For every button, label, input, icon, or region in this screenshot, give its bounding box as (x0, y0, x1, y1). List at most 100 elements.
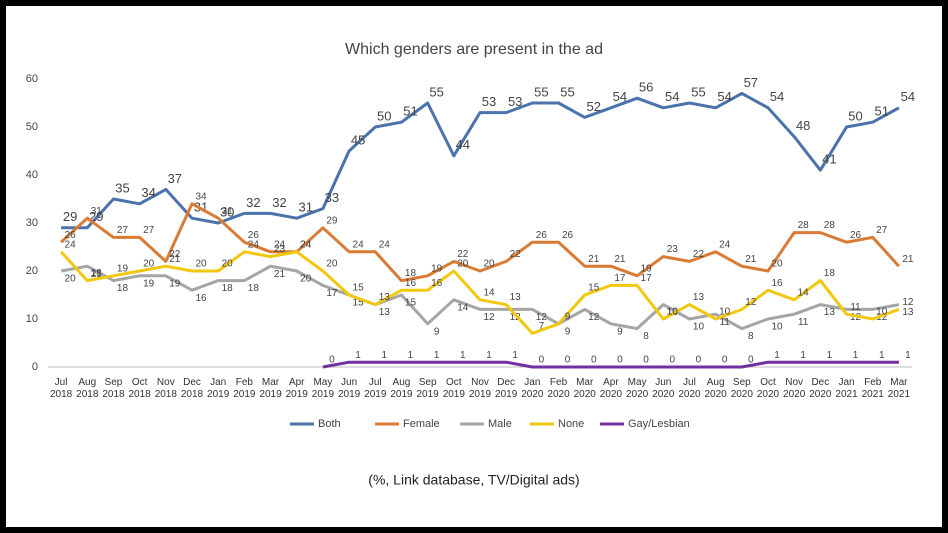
x-tick-label: Dec 2020 (809, 377, 832, 400)
data-label: 24 (300, 239, 312, 250)
data-label: 24 (248, 239, 260, 250)
data-label: 21 (169, 254, 181, 265)
data-label: 31 (222, 206, 234, 217)
data-label: 12 (483, 312, 495, 323)
data-label: 21 (274, 269, 286, 280)
x-tick-label: Sep 2020 (730, 377, 753, 400)
data-label: 20 (457, 259, 469, 270)
y-tick-label: 60 (26, 73, 38, 85)
data-label: 0 (643, 355, 649, 366)
x-tick-label: Jan 2019 (207, 377, 230, 400)
data-label: 24 (353, 239, 365, 250)
data-label: 1 (879, 350, 885, 361)
x-tick-label: Jan 2020 (521, 377, 544, 400)
data-label: 54 (770, 89, 784, 104)
data-label: 1 (460, 350, 466, 361)
data-label: 45 (351, 132, 365, 147)
data-label: 19 (169, 278, 181, 289)
x-tick-label: Dec 2019 (495, 377, 518, 400)
data-label: 24 (65, 239, 77, 250)
data-label: 26 (536, 230, 548, 241)
data-label: 14 (798, 287, 810, 298)
data-label: 27 (143, 225, 155, 236)
data-label: 10 (771, 322, 783, 333)
x-tick-label: Feb 2021 (861, 377, 884, 400)
data-label: 0 (696, 355, 702, 366)
data-label: 16 (405, 278, 417, 289)
data-label: 9 (565, 311, 571, 322)
x-tick-label: Jan 2021 (835, 377, 858, 400)
data-label: 20 (771, 259, 783, 270)
x-tick-label: Sep 2019 (416, 377, 439, 400)
data-label: 34 (195, 191, 207, 202)
data-label: 1 (434, 350, 440, 361)
data-label: 55 (534, 84, 548, 99)
data-label: 0 (722, 355, 728, 366)
annotation: (%, Link database, TV/Digital ads) (368, 472, 579, 488)
data-label: 1 (853, 350, 859, 361)
data-label: 12 (510, 312, 522, 323)
data-label: 7 (539, 321, 545, 332)
data-label: 19 (117, 263, 129, 274)
data-label: 54 (665, 89, 679, 104)
data-label: 31 (298, 200, 312, 215)
x-tick-label: Aug 2018 (76, 377, 99, 400)
data-label: 12 (902, 297, 914, 308)
data-label: 1 (800, 350, 806, 361)
x-tick-label: Apr 2019 (285, 377, 308, 400)
data-label: 50 (377, 108, 391, 123)
x-tick-label: Mar 2019 (259, 377, 282, 400)
y-tick-label: 30 (26, 217, 38, 229)
data-label: 16 (195, 293, 207, 304)
y-tick-label: 10 (26, 313, 38, 325)
data-label: 19 (641, 263, 653, 274)
legend-label: None (558, 418, 584, 430)
data-label: 1 (774, 350, 780, 361)
x-tick-label: Oct 2019 (442, 377, 465, 400)
x-tick-label: Aug 2020 (704, 377, 727, 400)
data-label: 18 (91, 268, 103, 279)
data-label: 11 (850, 302, 861, 313)
data-label: 0 (748, 355, 754, 366)
data-label: 24 (300, 239, 312, 250)
data-label: 28 (824, 220, 836, 231)
data-label: 15 (353, 283, 365, 294)
data-label: 17 (326, 288, 338, 299)
data-label: 11 (798, 317, 809, 328)
data-label: 1 (381, 350, 387, 361)
x-tick-label: Jun 2019 (337, 377, 361, 400)
data-label: 33 (325, 190, 339, 205)
data-label: 18 (222, 283, 234, 294)
data-label: 54 (613, 89, 627, 104)
data-label: 1 (486, 350, 492, 361)
data-label: 53 (482, 94, 496, 109)
x-tick-label: Mar 2021 (887, 377, 911, 400)
data-label: 26 (248, 230, 260, 241)
x-tick-label: Aug 2019 (390, 377, 413, 400)
data-label: 10 (693, 322, 705, 333)
data-label: 19 (431, 263, 443, 274)
data-label: 20 (65, 274, 77, 285)
data-label: 13 (693, 292, 705, 303)
data-label: 27 (876, 225, 888, 236)
data-label: 15 (588, 283, 600, 294)
data-label: 15 (405, 298, 417, 309)
x-tick-label: Jul 2018 (49, 377, 73, 400)
data-label: 51 (874, 104, 888, 119)
series-line (61, 91, 900, 230)
data-label: 13 (902, 307, 914, 318)
data-label: 23 (667, 244, 679, 255)
chart-title: Which genders are present in the ad (345, 41, 603, 58)
data-label: 55 (429, 84, 443, 99)
y-tick-label: 20 (26, 265, 38, 277)
data-label: 17 (641, 273, 653, 284)
x-tick-label: Feb 2020 (547, 377, 570, 400)
data-label: 26 (562, 230, 574, 241)
data-label: 1 (827, 350, 833, 361)
data-label: 20 (195, 259, 207, 270)
data-label: 12 (876, 312, 888, 323)
data-label: 28 (798, 220, 810, 231)
data-label: 32 (272, 195, 286, 210)
